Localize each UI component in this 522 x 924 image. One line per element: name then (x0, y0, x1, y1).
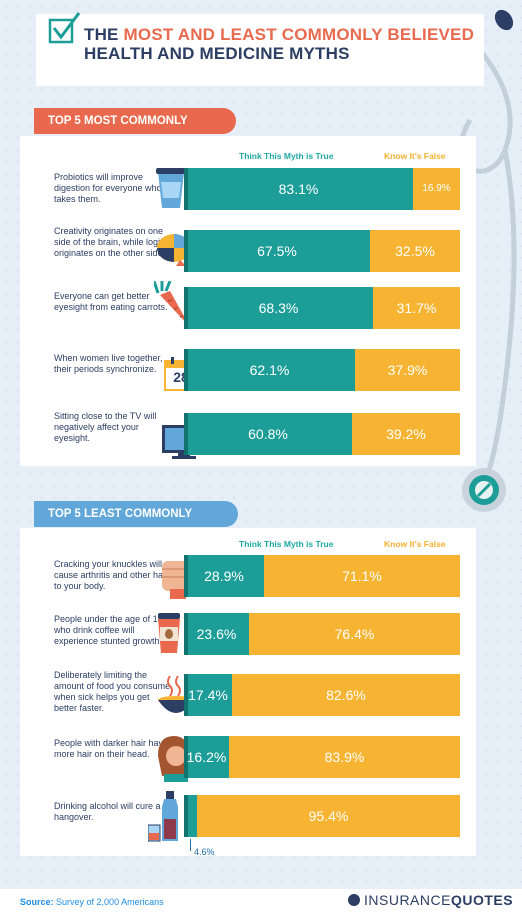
label-leader-line (190, 839, 191, 851)
bar-true (184, 287, 373, 329)
myth-text: Probiotics will improve digestion for ev… (54, 172, 162, 204)
bar-edge (184, 613, 188, 655)
checkbox-check-icon (48, 12, 81, 44)
bar-true (184, 674, 232, 716)
bar-false (355, 349, 460, 391)
coffee-icon (156, 613, 182, 658)
label-false: 32.5% (395, 243, 435, 259)
bar-false (249, 613, 460, 655)
woman-hair-icon (156, 736, 192, 787)
label-false: 76.4% (334, 626, 375, 642)
label-false: 16.9% (422, 183, 451, 194)
carrot-icon (152, 280, 194, 336)
header-false-most: Know It's False (384, 151, 446, 161)
source-note: Source: Survey of 2,000 Americans (20, 897, 164, 907)
bar-edge (184, 349, 188, 391)
section-tag-least: TOP 5 LEAST COMMONLY BELIEVED (34, 501, 238, 546)
logo-mark-icon (348, 894, 360, 906)
title-line-1: THE MOST AND LEAST COMMONLY BELIEVED (84, 25, 475, 44)
header-false-least: Know It's False (384, 539, 446, 549)
label-false: 71.1% (342, 568, 382, 584)
bar-true (184, 168, 413, 210)
title-highlight: MOST AND LEAST COMMONLY BELIEVED (123, 25, 475, 44)
bar-true (184, 555, 264, 597)
bar-true (184, 736, 229, 778)
bar-false (232, 674, 460, 716)
title-line-2: HEALTH AND MEDICINE MYTHS (84, 44, 350, 63)
bar-false (229, 736, 460, 778)
bar-false (370, 230, 460, 272)
label-true: 4.6% (194, 847, 215, 857)
fist-icon (156, 555, 196, 604)
label-true: 62.1% (249, 362, 290, 378)
header-true-least: Think This Myth is True (239, 539, 334, 549)
bar-edge (184, 230, 188, 272)
bottle-icon (147, 791, 192, 848)
label-true: 16.2% (186, 749, 227, 765)
bar-edge (184, 413, 188, 455)
bar-edge (184, 795, 188, 837)
label-true: 17.4% (188, 687, 228, 703)
cup-icon (156, 168, 186, 215)
bar-edge (184, 555, 188, 597)
bar-false (264, 555, 460, 597)
label-false: 37.9% (387, 362, 428, 378)
myth-text: Cracking your knuckles will cause arthri… (54, 559, 174, 591)
insurancequotes-logo: INSURANCEQUOTES (348, 892, 513, 908)
bar-true (184, 230, 370, 272)
bar-edge (184, 674, 188, 716)
bar-edge (184, 287, 188, 329)
myth-text: People under the age of 18 who drink cof… (54, 614, 163, 646)
myth-text: Drinking alcohol will cure a hangover. (54, 801, 161, 822)
label-false: 82.6% (326, 687, 366, 703)
myth-text: Everyone can get better eyesight from ea… (54, 291, 168, 312)
myth-text: Creativity originates on one side of the… (54, 226, 166, 258)
bar-true (184, 349, 355, 391)
header-true-most: Think This Myth is True (239, 151, 334, 161)
bar-edge (184, 168, 188, 210)
bar-edge (184, 736, 188, 778)
title-card (36, 14, 484, 86)
label-true: 67.5% (257, 243, 297, 259)
bar-true (184, 795, 197, 837)
label-false: 83.9% (324, 749, 365, 765)
myth-text: Deliberately limiting the amount of food… (54, 670, 171, 713)
bar-false (352, 413, 460, 455)
myth-text: When women live together, their periods … (54, 353, 163, 374)
bar-false (413, 168, 460, 210)
label-true: 28.9% (204, 568, 244, 584)
bar-false (197, 795, 460, 837)
label-false: 31.7% (396, 300, 437, 316)
myth-text: Sitting close to the TV will negatively … (54, 411, 157, 443)
label-false: 95.4% (308, 808, 349, 824)
footer (0, 889, 522, 924)
label-true: 60.8% (248, 426, 288, 442)
label-true: 83.1% (278, 181, 319, 197)
label-true: 23.6% (196, 626, 237, 642)
section-tag-most: TOP 5 MOST COMMONLY BELIEVED (34, 108, 236, 153)
myth-text: People with darker hair have more hair o… (54, 738, 169, 759)
label-false: 39.2% (386, 426, 426, 442)
bar-false (373, 287, 460, 329)
label-true: 68.3% (258, 300, 299, 316)
bar-true (184, 413, 352, 455)
bar-true (184, 613, 249, 655)
